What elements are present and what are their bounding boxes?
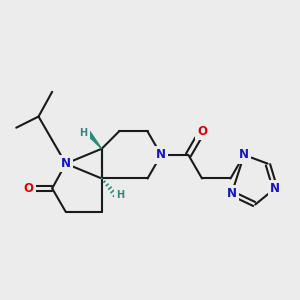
Text: N: N (239, 148, 249, 161)
Text: O: O (197, 125, 207, 138)
Text: N: N (270, 182, 280, 195)
Text: N: N (227, 187, 237, 200)
Text: N: N (61, 157, 71, 170)
Text: H: H (116, 190, 124, 200)
Text: H: H (80, 128, 88, 138)
Text: O: O (24, 182, 34, 195)
Text: N: N (156, 148, 166, 161)
Polygon shape (86, 131, 102, 149)
